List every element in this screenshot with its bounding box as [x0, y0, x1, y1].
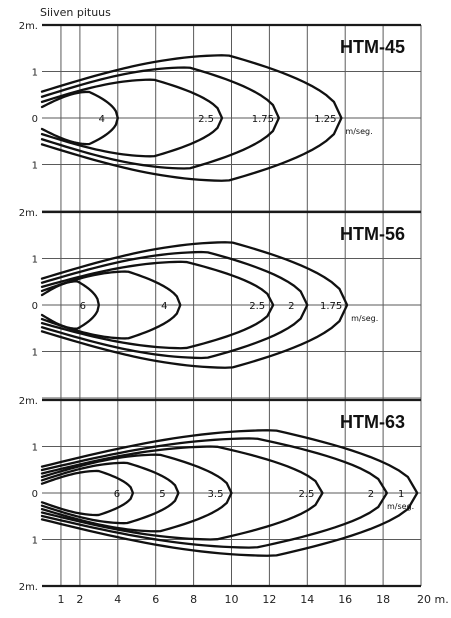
- contour-label: 1.25: [314, 114, 336, 125]
- contour-label: 2.5: [299, 489, 315, 500]
- x-tick-label: 18: [376, 593, 390, 606]
- velocity-contour: [40, 270, 182, 340]
- contour-label: 1: [398, 489, 404, 500]
- x-tick-label: 20 m.: [417, 593, 449, 606]
- x-tick-label: 6: [152, 593, 159, 606]
- contour-label: 3.5: [208, 489, 224, 500]
- contour-label: 2.5: [249, 301, 265, 312]
- x-tick-label: 4: [114, 593, 121, 606]
- y-tick-label: 1: [32, 161, 38, 172]
- velocity-contour: [40, 437, 389, 549]
- contour-label: 4: [161, 301, 167, 312]
- panel-title: HTM-56: [340, 224, 405, 244]
- y-tick-label: 1: [32, 443, 38, 454]
- unit-label: m/seg.: [387, 502, 414, 511]
- contour-label: 1.75: [252, 114, 274, 125]
- contour-label: 6: [114, 489, 120, 500]
- velocity-contour: [40, 453, 233, 533]
- y-tick-label: 1: [32, 348, 38, 359]
- x-tick-label: 2: [76, 593, 83, 606]
- y-tick-label: 0: [32, 114, 38, 125]
- unit-label: m/seg.: [351, 314, 378, 323]
- panel-title: HTM-45: [340, 37, 405, 57]
- y-tick-label: 1: [32, 536, 38, 547]
- velocity-contour: [40, 461, 180, 525]
- x-tick-label: 8: [190, 593, 197, 606]
- y-tick-label: 0: [32, 489, 38, 500]
- velocity-contour: [40, 54, 343, 182]
- contour-label: 4: [99, 114, 105, 125]
- y-tick-label: 1: [32, 68, 38, 79]
- velocity-contour: [40, 250, 309, 360]
- velocity-contour: [40, 78, 224, 158]
- panel-title: HTM-63: [340, 412, 405, 432]
- chart-title: Siiven pituus: [40, 6, 111, 19]
- y-tick-label: 2m.: [19, 582, 38, 593]
- contour-label: 6: [80, 301, 86, 312]
- x-tick-label: 14: [300, 593, 314, 606]
- velocity-contour: [40, 241, 349, 369]
- velocity-contour: [40, 429, 419, 557]
- velocity-contour: [40, 469, 135, 517]
- y-tick-label: 2m.: [19, 208, 38, 219]
- velocity-contour: [40, 90, 119, 146]
- x-tick-label: 12: [262, 593, 276, 606]
- y-tick-label: 2m.: [19, 396, 38, 407]
- contour-label: 1.75: [320, 301, 342, 312]
- unit-label: m/seg.: [345, 127, 372, 136]
- y-tick-label: 2m.: [19, 21, 38, 32]
- contour-label: 2: [288, 301, 294, 312]
- contour-label: 2.5: [198, 114, 214, 125]
- velocity-contour: [40, 260, 275, 350]
- x-tick-label: 16: [338, 593, 352, 606]
- y-tick-label: 0: [32, 301, 38, 312]
- x-tick-label: 1: [57, 593, 64, 606]
- contour-label: 5: [159, 489, 165, 500]
- y-tick-label: 1: [32, 255, 38, 266]
- contour-label: 2: [368, 489, 374, 500]
- x-tick-label: 10: [225, 593, 239, 606]
- velocity-contour: [40, 66, 281, 170]
- velocity-contour: [40, 445, 324, 541]
